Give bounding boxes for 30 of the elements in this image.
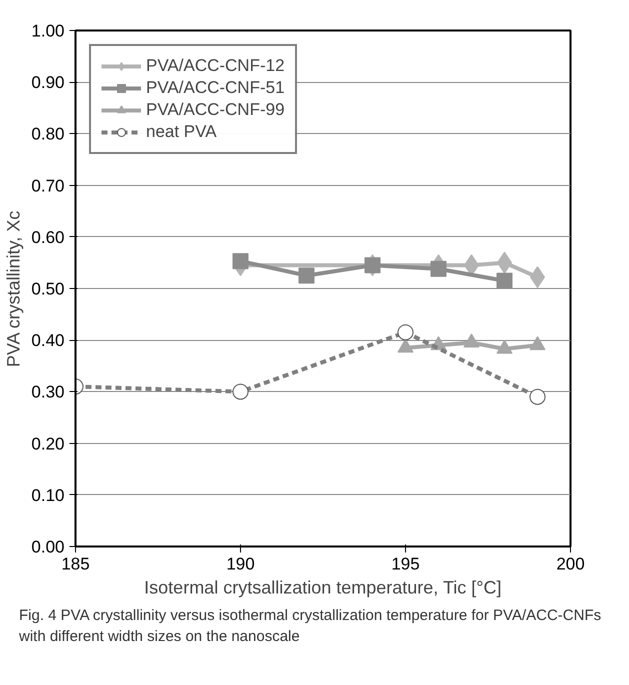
x-tick-label: 195 (391, 554, 420, 574)
x-tick-label: 190 (226, 554, 255, 574)
legend-label: PVA/ACC-CNF-51 (146, 78, 285, 98)
point (496, 272, 512, 289)
y-tick-label: 0.40 (31, 331, 65, 350)
legend-label: neat PVA (146, 122, 217, 142)
y-tick-label: 0.80 (31, 124, 65, 144)
y-tick-label: 0.90 (31, 73, 65, 92)
y-tick-label: 0.50 (31, 280, 65, 298)
y-tick-label: 0.30 (31, 382, 65, 402)
point (530, 388, 546, 405)
point (430, 260, 446, 277)
y-tick-label: 0.70 (31, 176, 65, 196)
legend-label: PVA/ACC-CNF-99 (146, 100, 285, 120)
y-tick-label: 0.60 (31, 228, 65, 247)
x-tick-label: 185 (61, 554, 90, 574)
point (364, 257, 380, 274)
y-tick-label: 0.20 (31, 434, 65, 454)
legend-label: PVA/ACC-CNF-12 (146, 56, 285, 76)
point (232, 253, 248, 270)
point (298, 268, 314, 284)
point (398, 324, 414, 340)
x-axis-title: Isotermal crytsallization temperature, Tic [°C] (144, 578, 502, 598)
x-tick-label: 200 (556, 554, 585, 574)
y-tick-label: 1.00 (31, 22, 65, 40)
point (232, 384, 248, 400)
y-axis-title: PVA crystallinity, Xc (3, 210, 24, 368)
y-tick-label: 0.00 (31, 538, 65, 556)
y-tick-label: 0.10 (31, 486, 65, 505)
caption: Fig. 4 PVA crystallinity versus isothermal crystallization temperature for PVA/ACC-CNFs with different width sizes on the nanoscale (19, 606, 602, 648)
